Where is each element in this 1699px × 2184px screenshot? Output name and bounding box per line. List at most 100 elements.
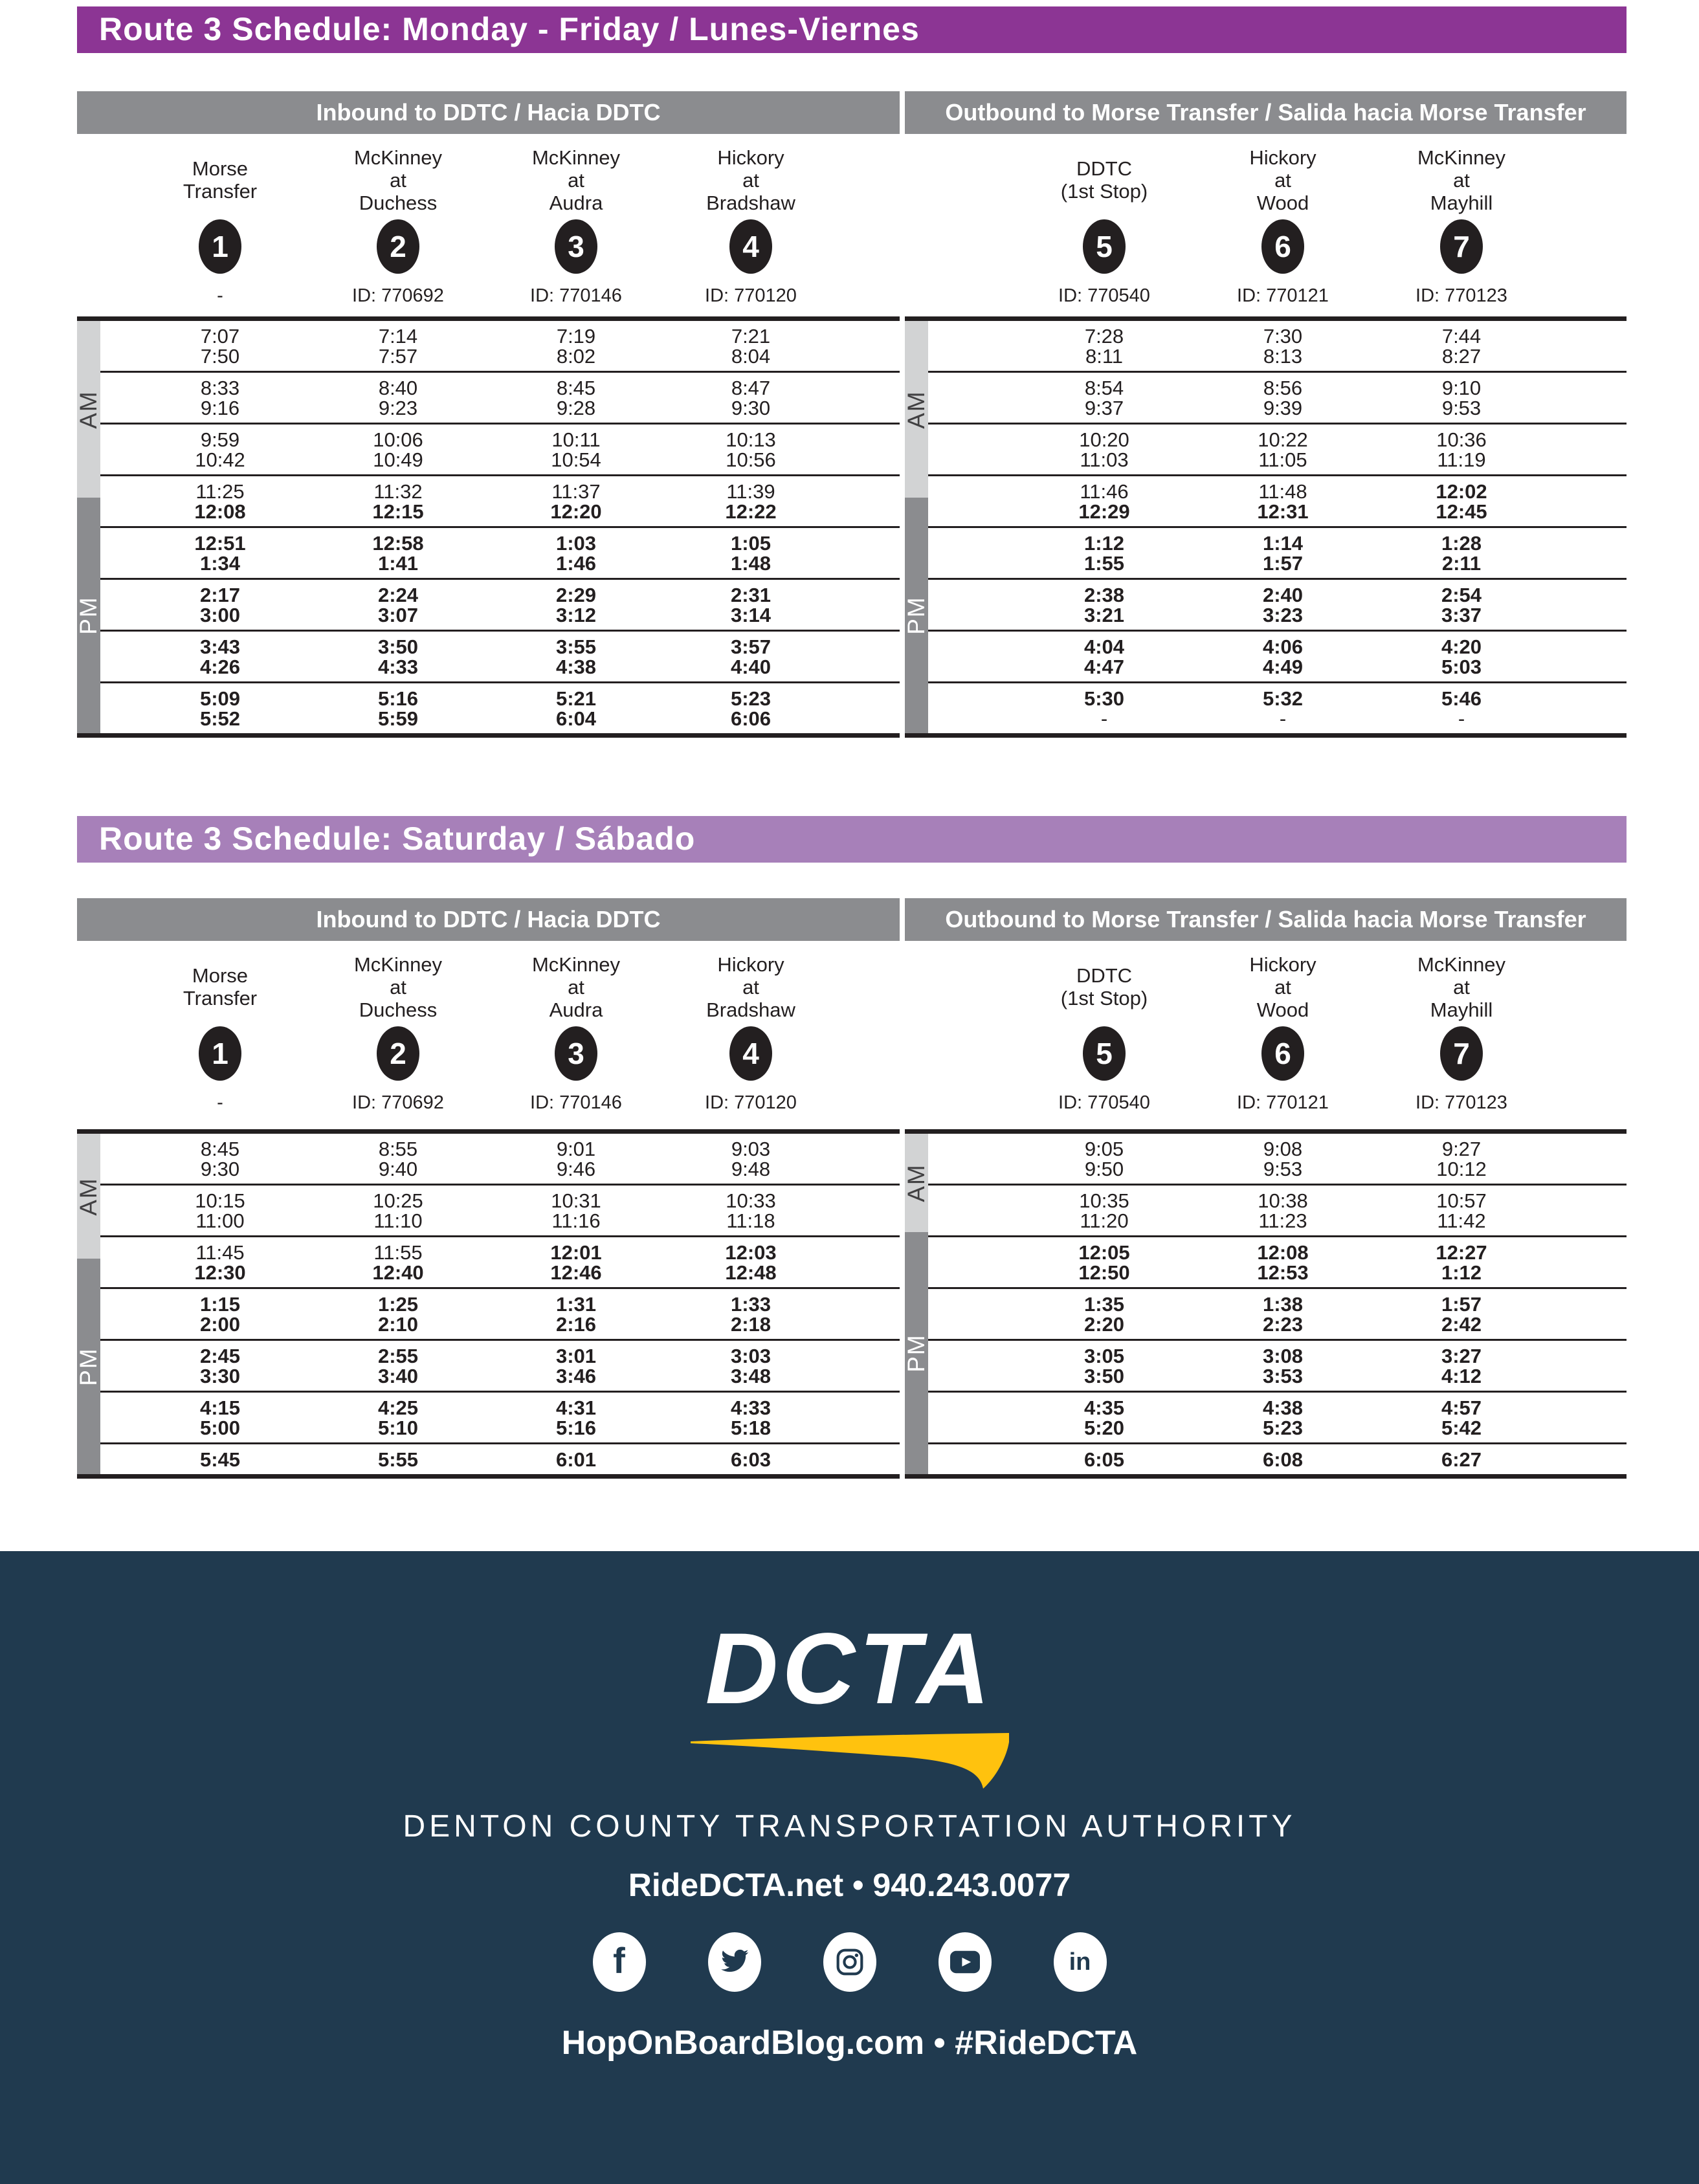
youtube-icon[interactable] bbox=[938, 1932, 992, 1992]
time-cell: 9:05 bbox=[1084, 1138, 1124, 1160]
stop-number-badge: 5 bbox=[1083, 219, 1126, 274]
stop-name-line: Duchess bbox=[359, 998, 438, 1021]
twitter-icon[interactable] bbox=[707, 1932, 761, 1992]
time-cell: 8:45 bbox=[200, 1138, 240, 1160]
trip-group: 2:17 2:24 2:29 2:31 3:00 3:07 3:12 3:14 bbox=[100, 580, 900, 632]
stop-id: ID: 770146 bbox=[530, 285, 622, 306]
time-row: 12:29 12:31 12:45 bbox=[928, 502, 1627, 522]
stop-name: Hickory at Wood bbox=[1249, 949, 1316, 1025]
times-grid-body: AM PM 8:45 8:55 9:01 9:03 9:30 9:40 9:46 9:48 10:1… bbox=[75, 1134, 900, 1474]
stop-name-line: at bbox=[390, 975, 406, 998]
time-cell: 5:30 bbox=[1083, 687, 1125, 710]
stop-name-line: Audra bbox=[549, 998, 603, 1021]
trip-group: 1:15 1:25 1:31 1:33 2:00 2:10 2:16 2:18 bbox=[100, 1289, 900, 1341]
time-cell: 4:49 bbox=[1262, 656, 1304, 678]
trip-group: 1:35 1:38 1:57 2:20 2:23 2:42 bbox=[928, 1289, 1627, 1341]
stop-name-line: DDTC bbox=[1076, 964, 1133, 987]
stop-header: McKinney at Audra 3 ID: 770146 bbox=[466, 142, 686, 307]
stop-name-line: McKinney bbox=[353, 146, 443, 169]
time-cell: 8:54 bbox=[1084, 377, 1124, 399]
stop-name-line: Mayhill bbox=[1430, 191, 1493, 214]
time-cell: 3:48 bbox=[730, 1365, 772, 1387]
trip-group: 12:51 12:58 1:03 1:05 1:34 1:41 1:46 1:48 bbox=[100, 528, 900, 580]
trip-group: 2:38 2:40 2:54 3:21 3:23 3:37 bbox=[928, 580, 1627, 632]
instagram-icon[interactable] bbox=[823, 1932, 876, 1992]
time-cell: 3:23 bbox=[1262, 604, 1304, 626]
stops-header-row: Morse Transfer 1- McKinney at Duchess 2 ID: 770… bbox=[77, 134, 900, 316]
time-cell: 12:03 bbox=[725, 1241, 777, 1264]
time-cell: 5:45 bbox=[199, 1448, 241, 1471]
trip-group: 4:35 4:38 4:57 5:20 5:23 5:42 bbox=[928, 1393, 1627, 1444]
trip-group: 5:45 5:55 6:01 6:03 bbox=[100, 1444, 900, 1474]
linkedin-icon[interactable]: in bbox=[1053, 1932, 1107, 1992]
trip-group: 4:04 4:06 4:20 4:47 4:49 5:03 bbox=[928, 632, 1627, 683]
time-cell: 11:32 bbox=[373, 480, 423, 503]
linkedin-glyph: in bbox=[1069, 1948, 1091, 1976]
time-row: 8:33 8:40 8:45 8:47 bbox=[100, 378, 900, 398]
stop-name: McKinney at Duchess bbox=[354, 949, 442, 1025]
time-row: 11:00 11:10 11:16 11:18 bbox=[100, 1211, 900, 1231]
stops-header-row: DDTC (1st Stop) 5 ID: 770540 Hickory at Wood 6 I… bbox=[905, 941, 1627, 1129]
times-grid: AM PM 7:28 7:30 7:44 8:11 8:13 8:27 8:54 8:56 9:10… bbox=[903, 316, 1627, 738]
time-cell: 2:10 bbox=[377, 1313, 419, 1336]
time-row: 11:20 11:23 11:42 bbox=[928, 1211, 1627, 1231]
time-cell: 12:30 bbox=[194, 1261, 246, 1284]
time-row: 5:52 5:59 6:04 6:06 bbox=[100, 709, 900, 729]
stop-number-badge: 7 bbox=[1440, 1026, 1483, 1081]
trip-group: 6:05 6:08 6:27 bbox=[928, 1444, 1627, 1474]
trip-group: 5:30 5:32 5:46- - - bbox=[928, 683, 1627, 733]
time-cell: 1:46 bbox=[555, 552, 597, 575]
pm-label: PM bbox=[903, 596, 929, 635]
stop-name-line: McKinney bbox=[1417, 146, 1506, 169]
time-cell: 1:12 bbox=[1083, 532, 1125, 555]
dcta-logo-swoosh-icon bbox=[690, 1733, 1009, 1789]
am-strip: AM bbox=[903, 321, 929, 498]
time-cell: 9:53 bbox=[1263, 1158, 1303, 1180]
time-cell: 2:54 bbox=[1441, 584, 1482, 606]
time-cell: 10:31 bbox=[551, 1189, 601, 1212]
time-cell: 5:46 bbox=[1441, 687, 1482, 710]
stop-id: ID: 770540 bbox=[1058, 285, 1150, 306]
time-cell: 12:27 bbox=[1436, 1241, 1487, 1264]
time-row: 12:50 12:53 1:12 bbox=[928, 1263, 1627, 1283]
trip-group: 8:45 8:55 9:01 9:03 9:30 9:40 9:46 9:48 bbox=[100, 1134, 900, 1186]
pm-strip: PM bbox=[903, 498, 929, 733]
pm-label: PM bbox=[903, 1334, 929, 1373]
trip-group: 7:28 7:30 7:44 8:11 8:13 8:27 bbox=[928, 321, 1627, 373]
stop-header: Hickory at Bradshaw 4 ID: 770120 bbox=[641, 949, 861, 1114]
trip-group: 11:25 11:32 11:37 11:39 12:08 12:15 12:20 12:22 bbox=[100, 476, 900, 528]
time-cell: 4:47 bbox=[1083, 656, 1125, 678]
saturday-inbound-table: Inbound to DDTC / Hacia DDTC Morse Transf… bbox=[75, 898, 900, 1479]
stop-header: McKinney at Duchess 2 ID: 770692 bbox=[288, 949, 508, 1114]
stop-name-line: at bbox=[1453, 975, 1470, 998]
time-cell: 11:25 bbox=[195, 480, 245, 503]
time-cell: 7:30 bbox=[1263, 325, 1303, 347]
time-cell: 6:27 bbox=[1441, 1448, 1482, 1471]
time-cell: 9:46 bbox=[556, 1158, 596, 1180]
stop-name-line: McKinney bbox=[531, 953, 621, 976]
pm-strip: PM bbox=[75, 1259, 102, 1474]
time-cell: 12:01 bbox=[550, 1241, 602, 1264]
facebook-icon[interactable]: f bbox=[592, 1932, 646, 1992]
time-cell: 11:20 bbox=[1080, 1209, 1129, 1232]
time-cell: 6:01 bbox=[555, 1448, 597, 1471]
time-row: 10:20 10:22 10:36 bbox=[928, 430, 1627, 450]
time-cell: 11:23 bbox=[1258, 1209, 1307, 1232]
time-cell: 10:35 bbox=[1079, 1189, 1129, 1212]
stop-header: McKinney at Audra 3 ID: 770146 bbox=[466, 949, 686, 1114]
am-label: AM bbox=[903, 390, 929, 429]
stop-name-line: at bbox=[1453, 168, 1470, 192]
stop-name-line: Morse bbox=[192, 964, 249, 987]
time-cell: 1:38 bbox=[1262, 1293, 1304, 1316]
stop-id: ID: 770123 bbox=[1416, 1092, 1507, 1113]
times-grid-body: AM PM 9:05 9:08 9:27 9:50 9:53 10:12 10:35 10:38 1… bbox=[903, 1134, 1627, 1474]
time-cell: 11:18 bbox=[726, 1209, 775, 1232]
time-cell: 5:18 bbox=[730, 1417, 772, 1439]
time-cell: 1:35 bbox=[1083, 1293, 1125, 1316]
time-cell: 2:16 bbox=[555, 1313, 597, 1336]
time-row: 8:45 8:55 9:01 9:03 bbox=[100, 1139, 900, 1159]
twitter-glyph bbox=[720, 1949, 748, 1972]
time-cell: 7:50 bbox=[200, 345, 240, 368]
facebook-glyph: f bbox=[613, 1940, 625, 1981]
